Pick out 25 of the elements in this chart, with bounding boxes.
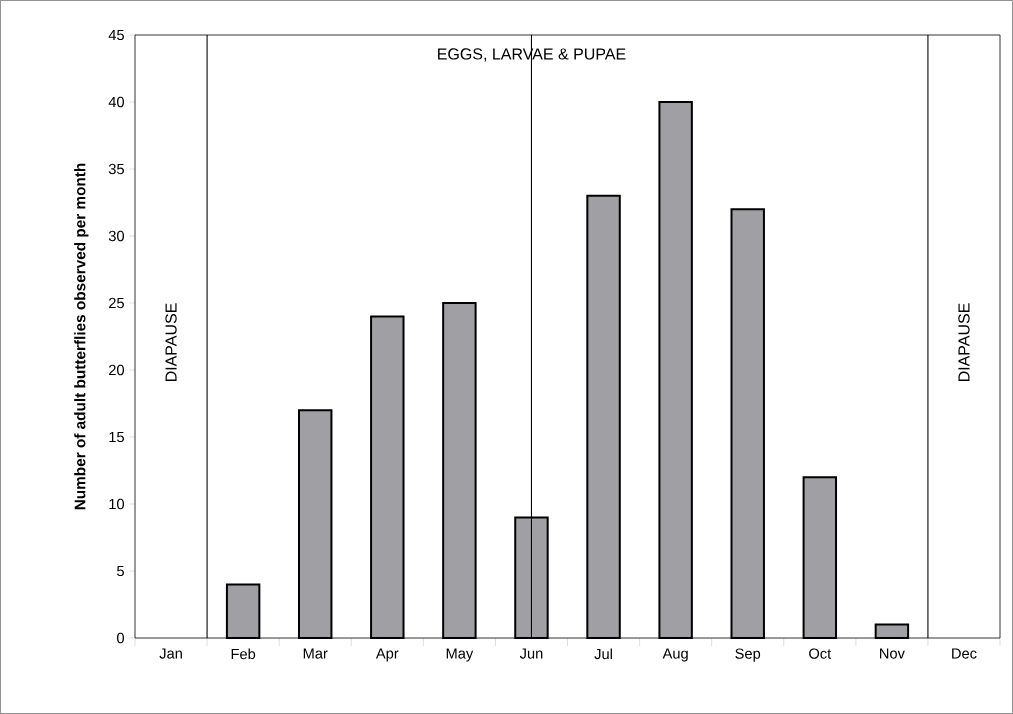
x-tick-label: Mar — [303, 648, 328, 659]
x-tick-label: Apr — [375, 648, 399, 662]
x-tick-label: May — [446, 648, 474, 662]
annotation: DIAPAUSE — [165, 303, 177, 382]
x-tick-label: Feb — [231, 648, 256, 660]
y-tick-label: 0 — [117, 632, 125, 644]
y-tick-label: 30 — [108, 230, 125, 242]
annotation: DIAPAUSE — [958, 303, 970, 382]
y-tick-label: 20 — [109, 364, 125, 376]
y-tick-label: 5 — [117, 565, 124, 577]
y-tick-label: 25 — [109, 297, 124, 309]
x-tick-label: Aug — [662, 648, 688, 662]
x-tick-label: Jun — [519, 648, 543, 659]
y-tick-label: 40 — [108, 96, 125, 108]
x-tick-label: Sep — [735, 648, 761, 662]
y-tick-label: 10 — [109, 498, 125, 510]
y-tick-label: 35 — [108, 163, 124, 175]
x-tick-label: Nov — [880, 648, 905, 659]
x-tick-label: Oct — [809, 648, 832, 659]
y-tick-label: 45 — [108, 29, 124, 41]
x-tick-label: Jan — [159, 648, 182, 659]
y-tick-label: 15 — [109, 431, 124, 443]
x-tick-label: Jul — [594, 648, 612, 660]
x-tick-label: Dec — [952, 648, 977, 659]
y-axis-title: Number of adult butterflies observed per month — [74, 163, 89, 510]
